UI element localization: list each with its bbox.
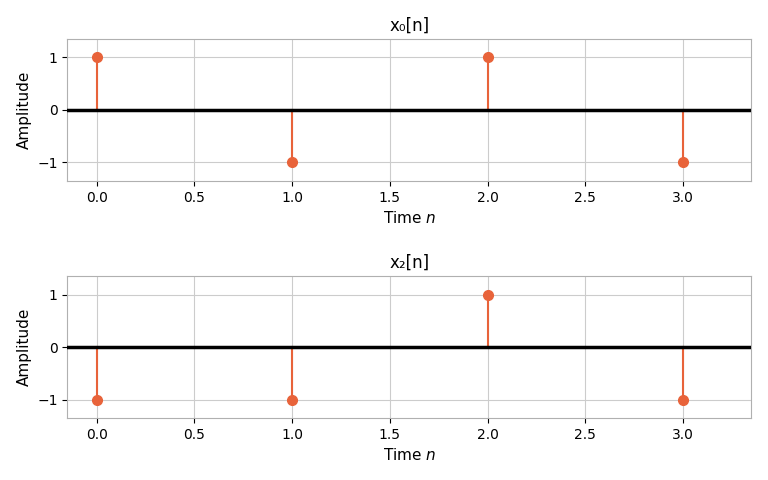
- Y-axis label: Amplitude: Amplitude: [17, 71, 31, 149]
- Title: x₂[n]: x₂[n]: [389, 254, 429, 272]
- Y-axis label: Amplitude: Amplitude: [17, 308, 31, 386]
- Title: x₀[n]: x₀[n]: [389, 17, 429, 35]
- X-axis label: Time $\it{n}$: Time $\it{n}$: [382, 447, 436, 463]
- X-axis label: Time $\it{n}$: Time $\it{n}$: [382, 210, 436, 226]
